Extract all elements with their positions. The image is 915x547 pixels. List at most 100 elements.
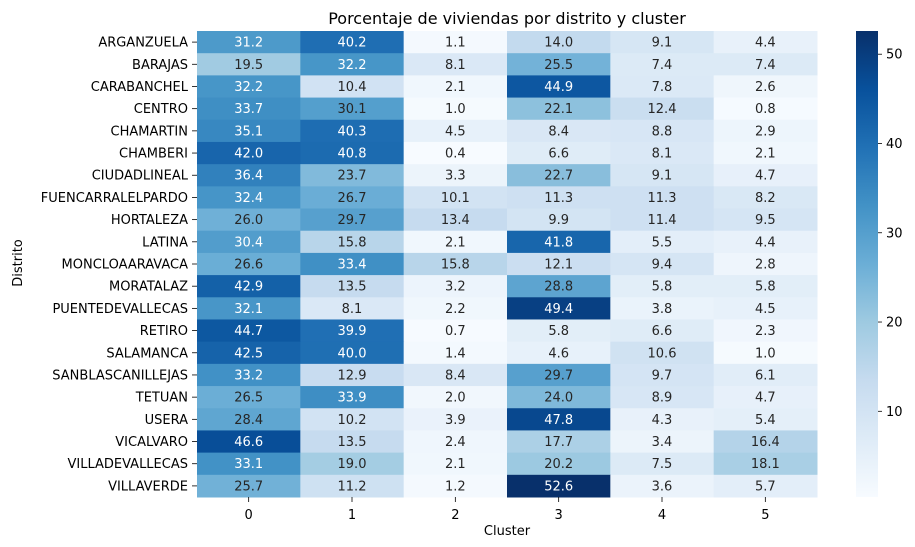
y-tick-label: PUENTEDEVALLECAS <box>52 302 188 317</box>
heatmap-cell <box>300 319 405 343</box>
heatmap-cell <box>300 119 405 143</box>
heatmap-cell <box>507 75 611 99</box>
cell-value-label: 33.9 <box>338 391 367 406</box>
heatmap-cell <box>197 363 301 387</box>
cell-value-label: 3.8 <box>652 302 673 317</box>
cell-value-label: 5.4 <box>755 413 776 428</box>
heatmap-cell <box>507 164 611 187</box>
cell-value-label: 6.6 <box>548 147 569 162</box>
heatmap-cell <box>197 31 301 54</box>
cell-value-label: 9.7 <box>652 368 673 383</box>
heatmap-cell <box>197 297 301 320</box>
heatmap-cell <box>507 97 611 121</box>
heatmap-cell <box>197 252 301 276</box>
cell-value-label: 1.0 <box>445 102 466 117</box>
heatmap-cell <box>507 275 611 298</box>
cell-value-label: 16.4 <box>751 435 780 450</box>
y-tick-label: USERA <box>145 413 188 428</box>
cell-value-label: 10.2 <box>338 413 367 428</box>
cell-value-label: 36.4 <box>234 169 263 184</box>
cell-value-label: 4.7 <box>755 391 776 406</box>
colorbar-tick-label: 10 <box>886 405 903 420</box>
cell-value-label: 30.1 <box>338 102 367 117</box>
cell-value-label: 11.4 <box>648 213 677 228</box>
cell-value-label: 2.2 <box>445 302 466 317</box>
cell-value-label: 42.5 <box>234 346 263 361</box>
y-tick-label: CARABANCHEL <box>91 80 189 95</box>
y-tick-label: CHAMARTIN <box>111 124 188 139</box>
cell-value-label: 15.8 <box>441 258 470 273</box>
cell-value-label: 1.4 <box>445 346 466 361</box>
cell-value-label: 32.2 <box>338 58 367 73</box>
heatmap-cell <box>300 386 405 409</box>
cell-value-label: 1.0 <box>755 346 776 361</box>
cell-value-label: 14.0 <box>544 36 573 51</box>
cell-value-label: 9.1 <box>652 169 673 184</box>
heatmap-cell <box>197 97 301 121</box>
heatmap-cell <box>507 230 611 254</box>
cell-value-label: 31.2 <box>234 36 263 51</box>
heatmap-cell <box>300 141 405 165</box>
cell-value-label: 25.7 <box>234 479 263 494</box>
cell-value-label: 1.2 <box>445 479 466 494</box>
heatmap-cell <box>403 164 508 187</box>
heatmap-cell <box>403 341 508 365</box>
heatmap-cell <box>197 75 301 99</box>
y-tick-label: BARAJAS <box>132 58 188 73</box>
heatmap-cell <box>197 452 301 476</box>
x-tick-label: 3 <box>555 508 563 523</box>
cell-value-label: 30.4 <box>234 235 263 250</box>
cell-value-label: 6.1 <box>755 368 776 383</box>
heatmap-cell <box>300 408 405 431</box>
cell-value-label: 26.5 <box>234 391 263 406</box>
cell-value-label: 2.4 <box>445 435 466 450</box>
cell-value-label: 11.3 <box>544 191 573 206</box>
cell-value-label: 3.9 <box>445 413 466 428</box>
x-tick-label: 2 <box>451 508 459 523</box>
heatmap-cell <box>713 275 818 298</box>
cell-value-label: 4.6 <box>548 346 569 361</box>
cell-value-label: 2.3 <box>755 324 776 339</box>
heatmap-cell <box>197 474 301 498</box>
heatmap-cell <box>300 474 405 498</box>
heatmap-cell <box>197 275 301 298</box>
cell-value-label: 7.4 <box>755 58 776 73</box>
heatmap-cell <box>300 31 405 54</box>
heatmap-cell <box>197 119 301 143</box>
heatmap-cell <box>197 186 301 210</box>
cell-value-label: 5.8 <box>755 280 776 295</box>
cell-value-label: 19.0 <box>338 457 367 472</box>
y-axis-label: Distrito <box>11 239 26 287</box>
colorbar-tick-label: 20 <box>886 316 903 331</box>
heatmap-cell <box>197 208 301 232</box>
cell-value-label: 11.2 <box>338 479 367 494</box>
heatmap-cell <box>713 31 818 54</box>
heatmap-cell <box>610 208 715 232</box>
cell-value-label: 4.5 <box>445 124 466 139</box>
cell-value-label: 12.1 <box>544 258 573 273</box>
cell-value-label: 3.3 <box>445 169 466 184</box>
cell-value-label: 8.2 <box>755 191 776 206</box>
heatmap-cell <box>197 430 301 454</box>
cell-value-label: 9.5 <box>755 213 776 228</box>
heatmap-cell <box>507 252 611 276</box>
cell-value-label: 0.4 <box>445 147 466 162</box>
heatmap-cell <box>403 252 508 276</box>
y-tick-label: MORATALAZ <box>109 280 188 295</box>
heatmap-cell <box>197 164 301 187</box>
heatmap-cell <box>300 252 405 276</box>
cell-value-label: 32.4 <box>234 191 263 206</box>
cell-value-label: 8.4 <box>548 124 569 139</box>
heatmap-cell <box>507 430 611 454</box>
heatmap-cell <box>197 319 301 343</box>
cell-value-label: 4.7 <box>755 169 776 184</box>
heatmap-cell <box>300 186 405 210</box>
heatmap-cell <box>403 141 508 165</box>
cell-value-label: 12.9 <box>338 368 367 383</box>
cell-value-label: 32.2 <box>234 80 263 95</box>
heatmap-cell <box>507 119 611 143</box>
heatmap-cell <box>197 408 301 431</box>
heatmap-cell <box>300 452 405 476</box>
cell-value-label: 3.6 <box>652 479 673 494</box>
cell-value-label: 1.1 <box>445 36 466 51</box>
